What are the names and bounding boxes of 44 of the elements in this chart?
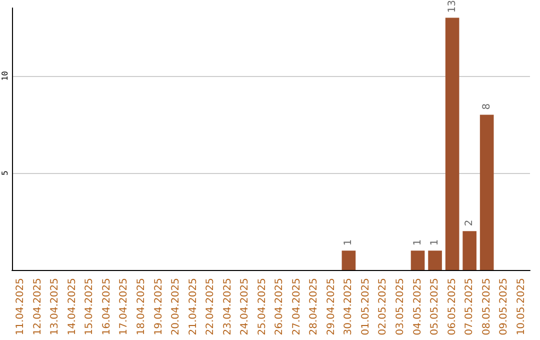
x-tick-label: 06.05.2025 [446,278,458,336]
x-tick-label: 05.05.2025 [430,278,441,336]
data-label: 1 [430,239,441,246]
x-tick-label: 21.04.2025 [188,278,199,336]
x-tick-label: 23.04.2025 [222,278,234,336]
x-tick-label: 25.04.2025 [256,278,268,336]
x-tick-label: 13.04.2025 [50,278,61,336]
x-tick-label: 18.04.2025 [136,278,147,336]
y-tick-label: 10 [0,70,10,81]
x-tick-label: 24.04.2025 [240,278,251,336]
bar [445,18,460,270]
x-tick-label: 14.04.2025 [66,278,78,336]
y-tick-label: 5 [0,170,10,176]
bar [342,250,356,270]
data-label: 2 [464,220,476,226]
x-tick-label: 04.05.2025 [412,278,424,336]
x-tick-label: 28.04.2025 [308,278,320,336]
data-label: 1 [343,239,354,246]
x-tick-label: 22.04.2025 [205,278,216,336]
x-tick-label: 29.04.2025 [326,278,337,336]
x-tick-label: 11.04.2025 [15,278,26,336]
bar [480,114,494,270]
x-tick-label: 26.04.2025 [274,278,286,336]
x-tick-label: 02.05.2025 [378,278,389,336]
x-tick-label: 17.04.2025 [118,278,130,336]
bar [462,231,476,270]
x-tick-label: 20.04.2025 [170,278,182,336]
x-tick-label: 16.04.2025 [101,278,112,336]
x-tick-label: 12.04.2025 [32,278,44,336]
x-tick-label: 03.05.2025 [395,278,406,336]
data-label: 1 [412,239,424,246]
data-label: 8 [481,103,492,110]
x-tick-label: 01.05.2025 [360,278,372,336]
x-tick-label: 27.04.2025 [291,278,302,336]
data-label: 13 [446,0,458,13]
x-tick-label: 08.05.2025 [481,278,492,336]
bar [428,250,442,270]
x-tick-label: 10.05.2025 [516,278,527,336]
x-tick-label: 07.05.2025 [464,278,476,336]
x-tick-label: 09.05.2025 [498,278,510,336]
x-tick-label: 30.04.2025 [343,278,354,336]
bar [410,250,425,270]
x-tick-label: 15.04.2025 [84,278,96,336]
x-tick-label: 19.04.2025 [153,278,164,336]
